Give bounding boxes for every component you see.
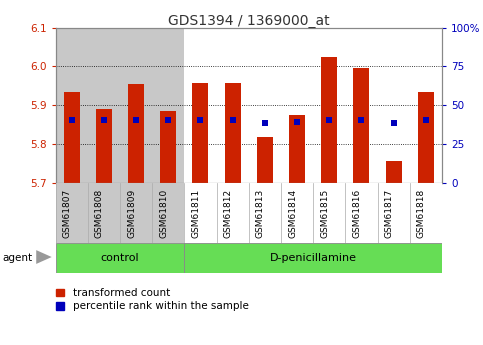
Bar xyxy=(418,92,434,183)
Bar xyxy=(321,57,337,183)
Text: GSM61813: GSM61813 xyxy=(256,189,265,238)
Bar xyxy=(281,28,313,183)
Bar xyxy=(88,28,120,183)
Bar xyxy=(128,84,144,183)
Legend: transformed count, percentile rank within the sample: transformed count, percentile rank withi… xyxy=(56,288,248,311)
Bar xyxy=(410,183,442,243)
Bar xyxy=(185,183,216,243)
Bar xyxy=(345,183,378,243)
Bar xyxy=(225,83,241,183)
Bar xyxy=(120,28,152,183)
Bar xyxy=(354,68,369,183)
Text: GSM61817: GSM61817 xyxy=(384,189,394,238)
Bar xyxy=(160,111,176,183)
Bar xyxy=(56,183,88,243)
Bar xyxy=(120,183,152,243)
Bar xyxy=(313,183,345,243)
Bar xyxy=(345,28,378,183)
Text: agent: agent xyxy=(2,253,32,263)
Text: GSM61818: GSM61818 xyxy=(417,189,426,238)
Text: GDS1394 / 1369000_at: GDS1394 / 1369000_at xyxy=(168,14,329,28)
Bar xyxy=(385,161,402,183)
Text: GSM61815: GSM61815 xyxy=(320,189,329,238)
Bar xyxy=(289,115,305,183)
Text: GSM61811: GSM61811 xyxy=(191,189,200,238)
Bar xyxy=(257,137,273,183)
Bar xyxy=(313,28,345,183)
Bar xyxy=(88,183,120,243)
FancyBboxPatch shape xyxy=(185,243,442,273)
Bar xyxy=(96,109,112,183)
Bar xyxy=(410,28,442,183)
Bar xyxy=(152,183,185,243)
Bar xyxy=(216,28,249,183)
Text: GSM61810: GSM61810 xyxy=(159,189,168,238)
Bar xyxy=(56,28,88,183)
Bar xyxy=(249,183,281,243)
Bar xyxy=(152,28,185,183)
Text: D-penicillamine: D-penicillamine xyxy=(270,253,356,263)
Bar xyxy=(249,28,281,183)
Text: GSM61812: GSM61812 xyxy=(224,189,233,238)
Bar xyxy=(185,28,216,183)
Bar xyxy=(281,183,313,243)
Text: GSM61807: GSM61807 xyxy=(63,189,71,238)
Bar xyxy=(64,92,80,183)
Bar xyxy=(378,183,410,243)
Bar xyxy=(192,83,209,183)
Text: GSM61816: GSM61816 xyxy=(353,189,361,238)
Text: control: control xyxy=(100,253,139,263)
FancyBboxPatch shape xyxy=(56,243,185,273)
Bar xyxy=(216,183,249,243)
Bar xyxy=(378,28,410,183)
Polygon shape xyxy=(36,250,52,264)
Text: GSM61808: GSM61808 xyxy=(95,189,104,238)
Text: GSM61809: GSM61809 xyxy=(127,189,136,238)
Text: GSM61814: GSM61814 xyxy=(288,189,297,238)
